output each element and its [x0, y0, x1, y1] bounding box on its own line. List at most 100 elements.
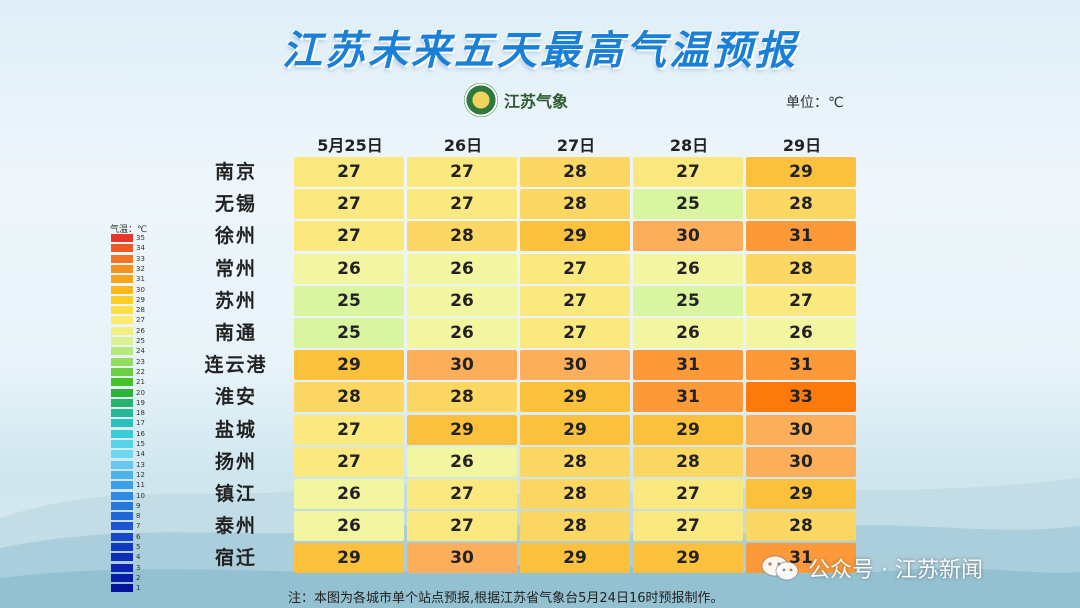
city-label: 南通: [214, 322, 257, 344]
city-label: 苏州: [214, 290, 257, 312]
city-label: 徐州: [214, 225, 257, 247]
legend-swatch: [111, 378, 133, 387]
legend-title: 气温：℃: [110, 225, 148, 235]
temperature-cell: 27: [633, 479, 743, 509]
temperature-cell: 27: [407, 157, 517, 187]
legend-label: 19: [136, 398, 145, 407]
legend-swatch: [111, 584, 133, 593]
legend-swatch: [111, 285, 133, 294]
temperature-cell: 28: [520, 157, 630, 187]
temperature-cell: 31: [746, 350, 856, 380]
temperature-cell: 27: [633, 511, 743, 541]
legend-swatch: [111, 295, 133, 304]
legend-swatch: [111, 470, 133, 479]
legend-swatch: [111, 512, 133, 521]
temperature-cell: 30: [520, 350, 630, 380]
legend-swatch: [111, 275, 133, 284]
footnote: 注：本图为各城市单个站点预报,根据江苏省气象台5月24日16时预报制作。: [288, 591, 724, 606]
temperature-cell: 28: [520, 511, 630, 541]
date-header: 26日: [443, 136, 483, 155]
temperature-cell: 28: [520, 479, 630, 509]
temperature-cell: 27: [633, 157, 743, 187]
temperature-cell: 27: [294, 415, 404, 445]
temperature-cell: 26: [407, 447, 517, 477]
legend-swatch: [111, 522, 133, 531]
date-header: 27日: [556, 136, 596, 155]
legend-label: 33: [136, 254, 145, 263]
legend-label: 17: [136, 419, 145, 428]
legend-label: 28: [136, 306, 145, 315]
temperature-cell: 30: [746, 415, 856, 445]
city-label: 连云港: [204, 354, 268, 376]
temperature-cell: 28: [407, 382, 517, 412]
legend-swatch: [111, 367, 133, 376]
wechat-icon: [761, 555, 799, 581]
legend-label: 7: [136, 522, 141, 531]
legend-label: 1: [136, 584, 141, 593]
legend-swatch: [111, 419, 133, 428]
legend-swatch: [111, 388, 133, 397]
legend-swatch: [111, 450, 133, 459]
temperature-cell: 27: [407, 189, 517, 219]
legend-label: 29: [136, 295, 145, 304]
date-header: 29日: [782, 136, 822, 155]
legend-label: 23: [136, 357, 145, 366]
temperature-cell: 28: [294, 382, 404, 412]
legend-swatch: [111, 563, 133, 572]
city-label: 宿迁: [214, 547, 257, 569]
legend-swatch: [111, 573, 133, 582]
temperature-cell: 27: [407, 511, 517, 541]
temperature-cell: 30: [407, 543, 517, 573]
page-title: 江苏未来五天最高气温预报: [282, 28, 798, 74]
temperature-cell: 30: [407, 350, 517, 380]
temperature-cell: 28: [520, 189, 630, 219]
temperature-cell: 29: [633, 543, 743, 573]
legend-label: 22: [136, 367, 145, 376]
wechat-watermark: 公众号 · 江苏新闻: [760, 552, 983, 584]
city-label: 镇江: [214, 483, 257, 505]
city-label: 淮安: [214, 386, 257, 408]
temperature-cell: 28: [407, 221, 517, 251]
city-label: 常州: [214, 258, 257, 280]
legend-label: 20: [136, 388, 145, 397]
legend-swatch: [111, 316, 133, 325]
temperature-cell: 25: [294, 318, 404, 348]
city-label: 盐城: [214, 419, 257, 441]
legend-swatch: [111, 398, 133, 407]
legend-label: 26: [136, 326, 145, 335]
temperature-cell: 27: [520, 254, 630, 284]
temperature-cell: 28: [520, 447, 630, 477]
legend-swatch: [111, 326, 133, 335]
temperature-cell: 27: [294, 221, 404, 251]
temperature-cell: 25: [294, 286, 404, 316]
legend-swatch: [111, 347, 133, 356]
legend-swatch: [111, 491, 133, 500]
legend-label: 4: [136, 553, 141, 562]
city-label: 泰州: [214, 515, 257, 537]
temperature-cell: 31: [633, 382, 743, 412]
temperature-cell: 27: [407, 479, 517, 509]
temperature-cell: 25: [633, 189, 743, 219]
temperature-cell: 26: [746, 318, 856, 348]
legend-swatch: [111, 264, 133, 273]
legend-label: 2: [136, 573, 141, 582]
temperature-cell: 29: [520, 382, 630, 412]
temperature-cell: 28: [633, 447, 743, 477]
legend-label: 12: [136, 470, 145, 479]
legend-label: 18: [136, 409, 145, 418]
temperature-cell: 30: [633, 221, 743, 251]
legend-swatch: [111, 306, 133, 315]
weather-emblem-icon: [464, 83, 498, 117]
temperature-cell: 26: [407, 254, 517, 284]
legend-swatch: [111, 440, 133, 448]
temperature-cell: 29: [520, 543, 630, 573]
temperature-cell: 26: [633, 254, 743, 284]
temperature-cell: 26: [294, 479, 404, 509]
temperature-cell: 31: [746, 221, 856, 251]
logo-text: 江苏气象: [504, 92, 569, 111]
date-header: 28日: [669, 136, 709, 155]
legend-label: 10: [136, 491, 145, 500]
temperature-cell: 29: [633, 415, 743, 445]
temperature-cell: 30: [746, 447, 856, 477]
temperature-cell: 26: [294, 254, 404, 284]
